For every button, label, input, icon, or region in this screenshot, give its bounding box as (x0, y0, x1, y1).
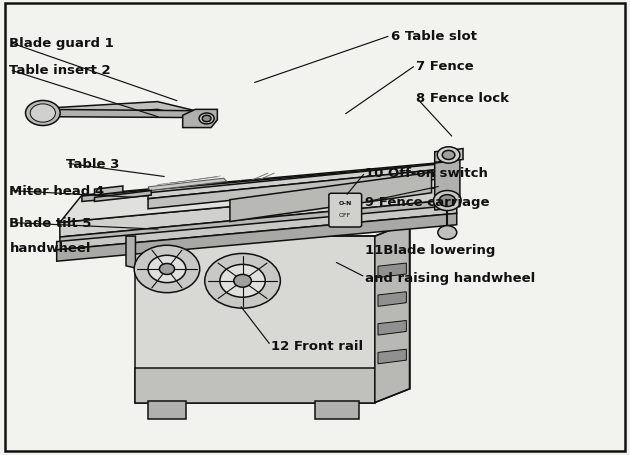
Polygon shape (135, 237, 375, 403)
Circle shape (199, 114, 214, 125)
Polygon shape (57, 206, 457, 250)
Text: Table 3: Table 3 (66, 157, 120, 170)
Text: 12 Front rail: 12 Front rail (271, 339, 363, 352)
Polygon shape (315, 401, 359, 419)
Text: Table insert 2: Table insert 2 (9, 64, 111, 77)
Polygon shape (126, 237, 135, 268)
Polygon shape (230, 173, 432, 222)
Circle shape (220, 265, 265, 298)
Polygon shape (378, 349, 406, 364)
Circle shape (202, 116, 211, 122)
Text: 8 Fence lock: 8 Fence lock (416, 91, 509, 104)
Polygon shape (183, 110, 217, 128)
Circle shape (439, 195, 455, 207)
Polygon shape (378, 321, 406, 335)
Polygon shape (135, 369, 375, 403)
Circle shape (205, 254, 280, 308)
Polygon shape (148, 401, 186, 419)
Text: and raising handwheel: and raising handwheel (365, 271, 536, 284)
Text: 7 Fence: 7 Fence (416, 60, 473, 72)
Polygon shape (435, 149, 463, 163)
Circle shape (159, 264, 175, 275)
Text: 6 Table slot: 6 Table slot (391, 30, 477, 43)
Polygon shape (94, 187, 123, 196)
Circle shape (234, 275, 251, 288)
Text: 9 Fence carriage: 9 Fence carriage (365, 196, 490, 209)
Text: handwheel: handwheel (9, 242, 91, 254)
Polygon shape (41, 110, 195, 118)
Ellipse shape (30, 105, 55, 123)
Circle shape (438, 226, 457, 240)
Text: O-N: O-N (338, 201, 352, 205)
Polygon shape (375, 223, 410, 403)
Polygon shape (435, 160, 460, 211)
Polygon shape (148, 179, 227, 191)
Polygon shape (148, 165, 438, 199)
Polygon shape (378, 292, 406, 307)
Circle shape (437, 147, 460, 164)
Circle shape (148, 256, 186, 283)
Polygon shape (38, 102, 195, 123)
Text: 11Blade lowering: 11Blade lowering (365, 244, 496, 257)
FancyBboxPatch shape (329, 194, 362, 228)
Polygon shape (82, 165, 438, 202)
Polygon shape (60, 187, 454, 238)
Circle shape (134, 246, 200, 293)
Polygon shape (94, 191, 151, 202)
Text: Blade guard 1: Blade guard 1 (9, 37, 114, 50)
Polygon shape (148, 170, 438, 209)
Text: Miter head 4: Miter head 4 (9, 185, 105, 197)
Polygon shape (60, 164, 454, 223)
Text: OFF: OFF (339, 212, 352, 217)
Ellipse shape (26, 101, 60, 126)
Circle shape (433, 191, 461, 211)
Text: Blade tilt 5: Blade tilt 5 (9, 217, 92, 229)
Polygon shape (60, 200, 454, 255)
Circle shape (442, 151, 455, 160)
Text: 10 Off-on switch: 10 Off-on switch (365, 167, 488, 179)
Polygon shape (378, 263, 406, 278)
Polygon shape (57, 214, 457, 262)
